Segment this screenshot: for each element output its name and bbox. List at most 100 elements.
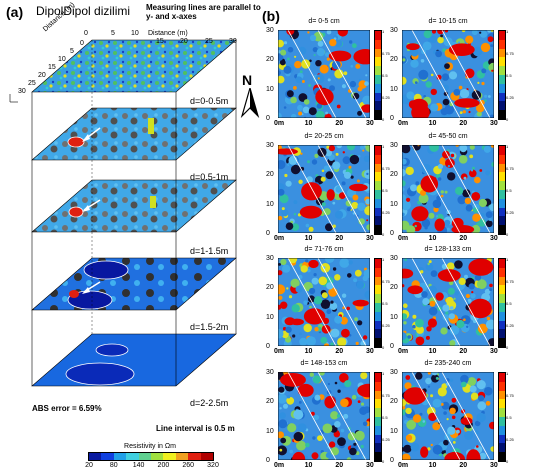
map-title: d= 20-25 cm	[304, 133, 344, 140]
map-colorbar-segment	[499, 373, 505, 382]
map-colorbar-segment	[499, 39, 505, 49]
map-colorbar-segment	[375, 163, 381, 173]
map-colorbar-segment	[499, 189, 505, 199]
map-colorbar-tick: 0.25	[382, 95, 390, 100]
colorbar-segment	[151, 453, 164, 460]
map-x-tick: 20	[335, 348, 344, 355]
map-x-tick: 20	[335, 235, 344, 242]
slice-2	[31, 107, 237, 161]
map-y-tick: 0	[390, 457, 394, 464]
map-colorbar-tick: 0.75	[506, 393, 514, 398]
colorbar-segment	[138, 453, 152, 460]
depth-label-4: d=1.5-2m	[190, 322, 229, 332]
map-colorbar-tick: 1	[382, 29, 385, 34]
colorbar-segment	[89, 453, 102, 460]
map-y-tick: 10	[266, 313, 274, 321]
abs-error: ABS error = 6.59%	[32, 404, 102, 413]
map-x-tick: 0m	[398, 462, 409, 469]
map-colorbar-tick: 0.75	[382, 393, 390, 398]
colorbar-tick-label: 200	[157, 462, 170, 469]
map-colorbar-segment	[499, 399, 505, 409]
map-colorbar-segment	[499, 207, 505, 217]
map-colorbar-segment	[375, 74, 381, 84]
colorbar-ticks: 20 80 140 200 260 320	[82, 462, 219, 472]
map-colorbar	[374, 30, 382, 120]
colorbar-tick-label: 260	[182, 462, 195, 469]
map-y-tick: 20	[266, 284, 274, 292]
map-colorbar-segment	[375, 39, 381, 49]
colorbar-segment	[163, 453, 176, 460]
map-colorbar-tick: 0.5	[506, 415, 512, 420]
tick-left-10: 10	[58, 56, 66, 63]
tick-top-20: 20	[180, 38, 188, 45]
depth-label-2: d=0.5-1m	[190, 172, 229, 182]
map-y-tick: 0	[266, 115, 270, 122]
map-x-tick: 10	[428, 462, 437, 469]
map-colorbar-segment	[499, 294, 505, 303]
measuring-note: Measuring lines are parallel to y- and x…	[146, 3, 261, 21]
map-y-tick: 30	[266, 369, 274, 376]
panel-a-title: DipolDipol dizilimi	[36, 4, 131, 18]
map-colorbar-segment	[375, 267, 381, 277]
map-colorbar-tick: 0	[506, 459, 509, 464]
map-colorbar-tick: 0.75	[506, 51, 514, 56]
map-colorbar-tick: 0.5	[382, 415, 388, 420]
tick-top-25: 25	[205, 38, 213, 45]
map-colorbar-segment	[375, 146, 381, 155]
north-arrow-icon	[240, 88, 260, 118]
map-colorbar	[498, 145, 506, 235]
map-colorbar-segment	[499, 57, 505, 67]
map-x-tick: 10	[428, 348, 437, 355]
map-colorbar-tick: 0.25	[506, 95, 514, 100]
map-colorbar-tick: 1	[382, 257, 385, 262]
map-colorbar-segment	[499, 154, 505, 164]
resistivity-colorbar	[88, 452, 214, 461]
map-x-tick: 20	[459, 348, 468, 355]
map-colorbar-segment	[375, 216, 381, 226]
map-colorbar-tick: 0	[382, 459, 385, 464]
map-colorbar-segment	[375, 92, 381, 102]
map-image	[402, 372, 494, 460]
tick-left-25: 25	[28, 80, 36, 87]
map-colorbar-segment	[375, 172, 381, 182]
map-x-tick: 0m	[274, 120, 285, 127]
map-colorbar-segment	[499, 434, 505, 444]
map-y-tick: 20	[390, 398, 398, 406]
map-colorbar-segment	[499, 172, 505, 182]
tick-left-20: 20	[38, 72, 46, 79]
map-colorbar-tick: 1	[506, 144, 509, 149]
map-y-tick: 20	[390, 171, 398, 179]
map-y-tick: 30	[266, 255, 274, 262]
colorbar-title: Resistivity in Ωm	[124, 443, 176, 450]
map-colorbar-segment	[499, 259, 505, 268]
map-title: d= 0-5 cm	[308, 18, 340, 25]
map-colorbar-tick: 0.5	[382, 188, 388, 193]
map-colorbar-segment	[499, 276, 505, 286]
map-title: d= 71-76 cm	[304, 246, 344, 253]
tick-top-15: 15	[156, 38, 164, 45]
map-x-tick: 30	[366, 120, 374, 127]
map-x-tick: 20	[335, 120, 344, 127]
map-image	[278, 145, 370, 233]
map-colorbar-segment	[499, 92, 505, 102]
map-colorbar	[498, 30, 506, 120]
map-colorbar-segment	[375, 154, 381, 164]
map-y-tick: 10	[266, 85, 274, 93]
map-colorbar-segment	[375, 390, 381, 400]
map-y-tick: 0	[266, 457, 270, 464]
map-colorbar-tick: 1	[506, 371, 509, 376]
map-colorbar-segment	[375, 31, 381, 40]
map-y-tick: 20	[266, 398, 274, 406]
map-image	[402, 30, 494, 118]
map-colorbar-segment	[375, 198, 381, 208]
map-y-tick: 0	[390, 115, 394, 122]
map-colorbar-segment	[375, 66, 381, 75]
map-colorbar	[498, 372, 506, 462]
map-image	[402, 258, 494, 346]
map-colorbar-tick: 0	[382, 117, 385, 122]
map-colorbar-tick: 0.5	[506, 73, 512, 78]
map-colorbar-tick: 0	[506, 345, 509, 350]
map-x-tick: 0m	[398, 235, 409, 242]
map-y-tick: 30	[266, 27, 274, 34]
map-colorbar-segment	[499, 101, 505, 111]
